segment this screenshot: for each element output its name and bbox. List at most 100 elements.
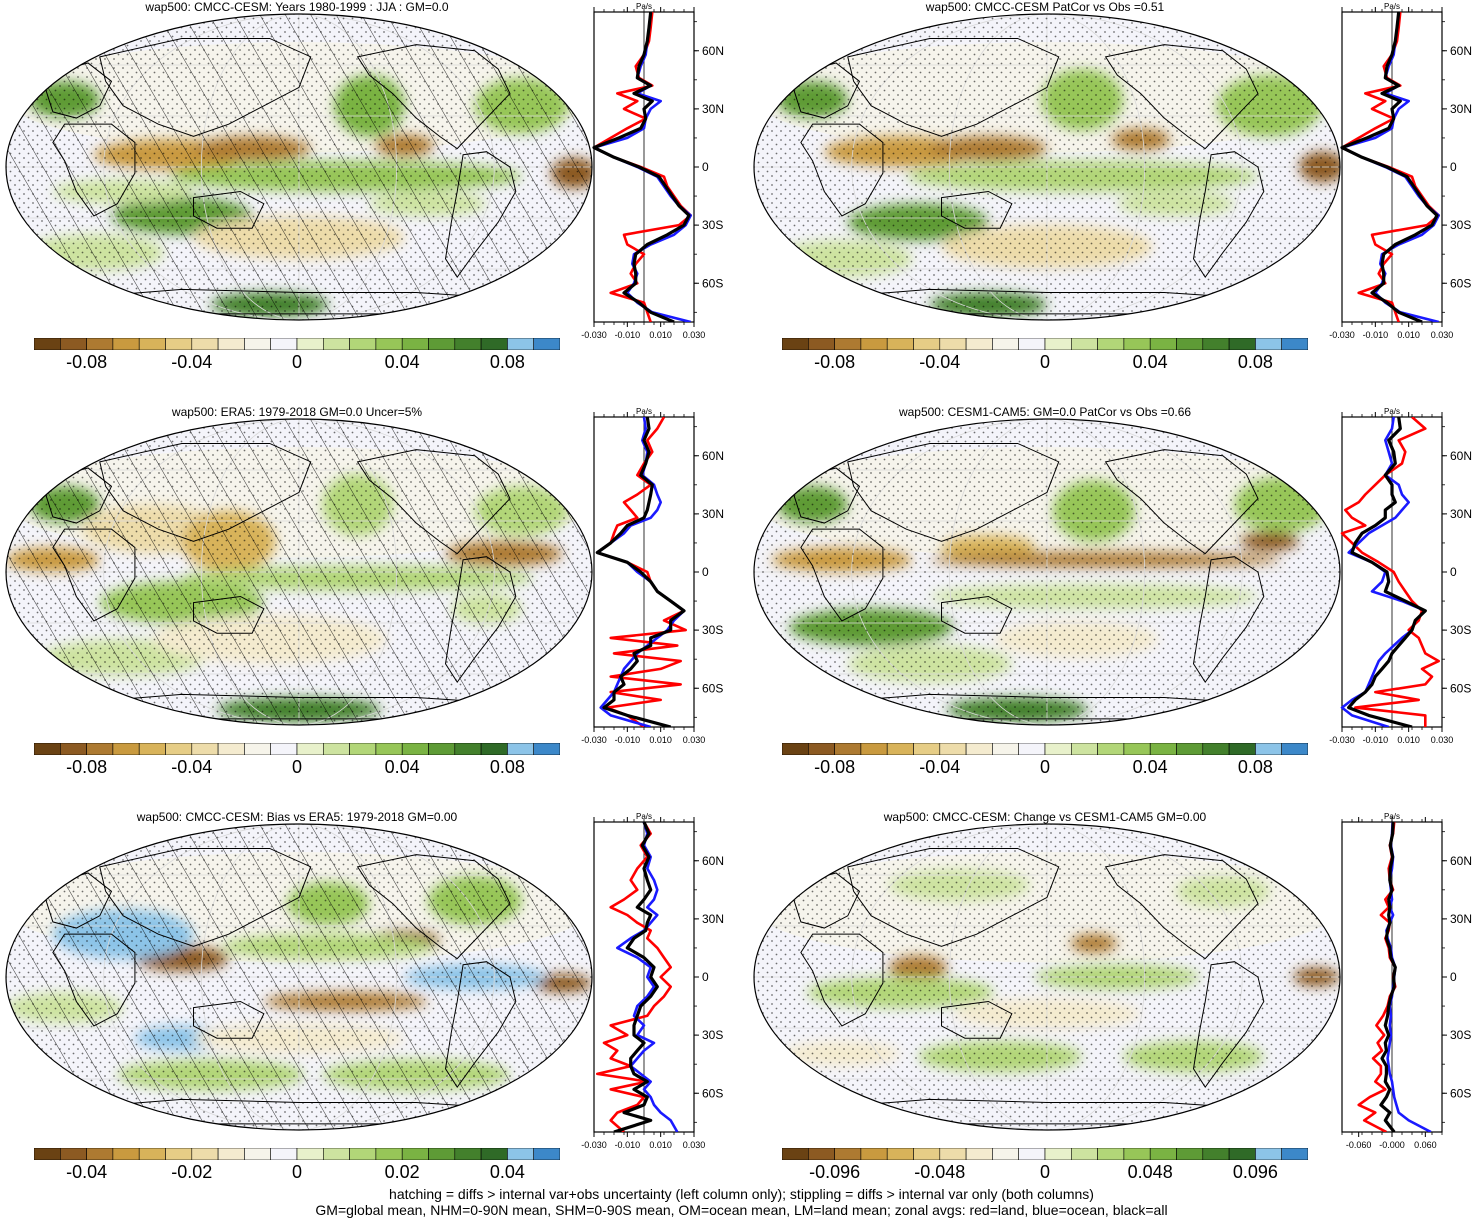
profile-y-tick-label: 30N (702, 507, 724, 521)
profile-series-ocean (615, 822, 679, 1132)
profile-y-tick-label: 60S (702, 276, 723, 290)
colorbar-tick-label: -0.04 (171, 757, 213, 777)
colorbar-tick-label: -0.04 (919, 352, 961, 372)
profile-unit-label: Pa/s (1384, 407, 1400, 416)
colorbar-tick-label: -0.04 (66, 1162, 108, 1182)
panel-3-colorbar (34, 743, 560, 755)
colorbar-tick-label: 0 (291, 1162, 303, 1182)
profile-y-tick-label: 0 (1450, 970, 1457, 984)
profile-x-tick-label: -0.010 (1363, 735, 1389, 745)
panel-2-colorbar (782, 338, 1308, 350)
profile-series-all (1347, 417, 1427, 727)
profile-y-tick-label: 60S (1450, 1086, 1471, 1100)
profile-x-tick-label: -0.010 (615, 330, 641, 340)
profile-y-tick-label: 0 (702, 970, 709, 984)
profile-x-tick-label: 0.030 (683, 1140, 706, 1150)
colorbar-tick-label: 0.096 (1232, 1162, 1278, 1182)
panel-2-title: wap500: CMCC-CESM PatCor vs Obs =0.51 (925, 0, 1165, 14)
profile-y-tick-label: 0 (702, 565, 709, 579)
profile-x-tick-label: 0.010 (649, 330, 672, 340)
profile-x-tick-label: -0.010 (1363, 330, 1389, 340)
profile-y-tick-label: 60N (1450, 449, 1472, 463)
colorbar-tick-label: -0.08 (66, 757, 108, 777)
profile-y-tick-label: 60N (702, 449, 724, 463)
colorbar-tick-label: 0.04 (1132, 352, 1168, 372)
profile-series-all (595, 417, 686, 727)
profile-x-tick-label: -0.030 (581, 330, 607, 340)
profile-y-tick-label: 60N (702, 44, 724, 58)
profile-y-tick-label: 60N (1450, 854, 1472, 868)
profile-y-tick-label: 30S (1450, 623, 1471, 637)
panel-6-title: wap500: CMCC-CESM: Change vs CESM1-CAM5 … (883, 810, 1207, 824)
profile-unit-label: Pa/s (1384, 2, 1400, 11)
colorbar-tick-label: 0 (1039, 352, 1051, 372)
profile-y-tick-label: 0 (1450, 565, 1457, 579)
profile-unit-label: Pa/s (636, 2, 652, 11)
panel-6-zonal-profile: Pa/s -0.060 -0.000 0.060 60N 30N 0 30S 60S (1341, 812, 1472, 1150)
colorbar-tick-label: 0 (1039, 757, 1051, 777)
panel-3-zonal-profile: Pa/s -0.030 -0.010 0.010 0.030 60N 30N 0 30S 60S (581, 407, 724, 745)
colorbar-tick-label: 0.04 (489, 1162, 525, 1182)
profile-x-tick-label: -0.000 (1379, 1140, 1405, 1150)
profile-x-tick-label: 0.030 (683, 735, 706, 745)
panel-5-colorbar (34, 1148, 560, 1160)
profile-series-all (1379, 822, 1397, 1132)
panel-5-title: wap500: CMCC-CESM: Bias vs ERA5: 1979-20… (136, 810, 458, 824)
profile-x-tick-label: -0.030 (581, 1140, 607, 1150)
panel-3-title: wap500: ERA5: 1979-2018 GM=0.0 Uncer=5% (171, 405, 423, 419)
panel-2-map (753, 13, 1341, 321)
profile-series-all (592, 12, 691, 322)
panel-4-title: wap500: CESM1-CAM5: GM=0.0 PatCor vs Obs… (898, 405, 1192, 419)
profile-x-tick-label: -0.010 (615, 735, 641, 745)
profile-x-tick-label: 0.010 (1397, 735, 1420, 745)
colorbar-tick-label: 0.08 (1237, 352, 1273, 372)
panel-1-zonal-profile: Pa/s -0.030 -0.010 0.010 0.030 60N 30N 0 30S 60S (581, 2, 724, 340)
profile-y-tick-label: 0 (1450, 160, 1457, 174)
panel-2-zonal-profile: Pa/s -0.030 -0.010 0.010 0.030 60N 30N 0 30S 60S (1329, 2, 1472, 340)
colorbar-tick-label: 0.04 (384, 757, 420, 777)
colorbar-tick-label: -0.048 (914, 1162, 966, 1182)
profile-x-tick-label: 0.060 (1414, 1140, 1437, 1150)
profile-x-tick-label: 0.030 (683, 330, 706, 340)
colorbar-tick-label: -0.096 (809, 1162, 861, 1182)
colorbar-tick-label: -0.02 (171, 1162, 213, 1182)
colorbar-tick-label: -0.08 (66, 352, 108, 372)
footer-note-1: hatching = diffs > internal var+obs unce… (389, 1186, 1094, 1202)
colorbar-tick-label: 0 (1039, 1162, 1051, 1182)
profile-y-tick-label: 30N (702, 912, 724, 926)
colorbar-tick-label: 0.04 (384, 352, 420, 372)
profile-y-tick-label: 30N (1450, 102, 1472, 116)
panel-5-map (5, 823, 593, 1131)
profile-x-tick-label: -0.030 (1329, 735, 1355, 745)
profile-unit-label: Pa/s (636, 812, 652, 821)
profile-y-tick-label: 30N (1450, 507, 1472, 521)
panel-3-map (5, 418, 593, 726)
colorbar-tick-label: 0.048 (1127, 1162, 1173, 1182)
colorbar-tick-label: 0.02 (384, 1162, 420, 1182)
profile-y-tick-label: 0 (702, 160, 709, 174)
colorbar-tick-label: 0 (291, 352, 303, 372)
colorbar-tick-label: 0.08 (489, 352, 525, 372)
colorbar-tick-label: 0.04 (1132, 757, 1168, 777)
profile-x-tick-label: 0.030 (1431, 735, 1454, 745)
profile-y-tick-label: 60S (1450, 681, 1471, 695)
colorbar-tick-label: 0.08 (1237, 757, 1273, 777)
footer-note-2: GM=global mean, NHM=0-90N mean, SHM=0-90… (315, 1202, 1168, 1218)
colorbar-tick-label: 0 (291, 757, 303, 777)
profile-y-tick-label: 60N (702, 854, 724, 868)
profile-x-tick-label: 0.010 (649, 735, 672, 745)
profile-y-tick-label: 30N (702, 102, 724, 116)
profile-y-tick-label: 60S (702, 681, 723, 695)
profile-unit-label: Pa/s (636, 407, 652, 416)
colorbar-tick-label: -0.04 (919, 757, 961, 777)
profile-series-ocean (1340, 417, 1427, 727)
profile-y-tick-label: 60S (702, 1086, 723, 1100)
profile-unit-label: Pa/s (1384, 812, 1400, 821)
profile-y-tick-label: 60N (1450, 44, 1472, 58)
profile-series-all (613, 822, 659, 1132)
profile-y-tick-label: 30S (702, 1028, 723, 1042)
profile-series-all (1340, 12, 1439, 322)
panel-4-map (753, 418, 1341, 726)
panel-4-zonal-profile: Pa/s -0.030 -0.010 0.010 0.030 60N 30N 0 30S 60S (1329, 407, 1472, 745)
colorbar-tick-label: -0.08 (814, 352, 856, 372)
